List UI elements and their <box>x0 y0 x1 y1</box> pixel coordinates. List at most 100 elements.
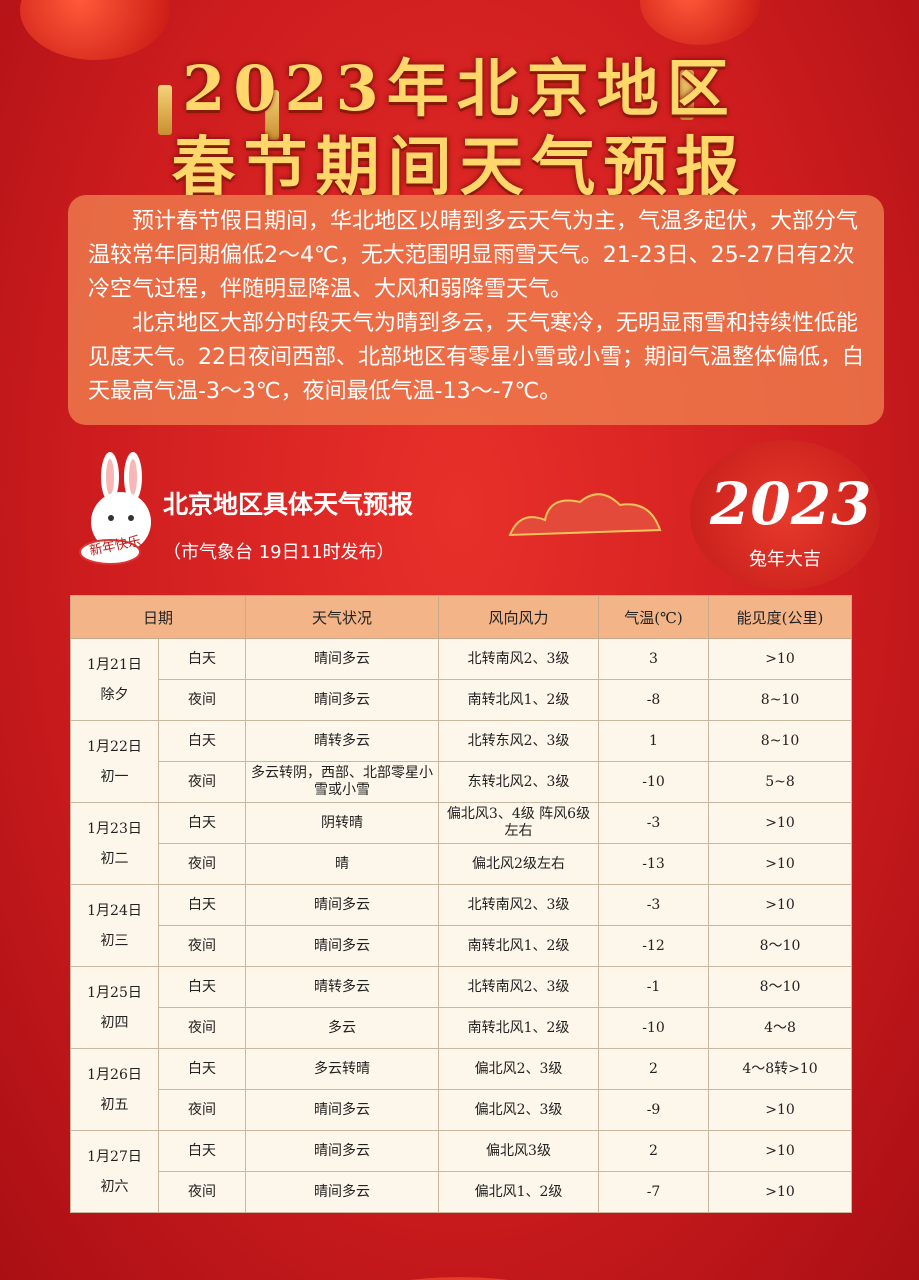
temp-cell: -3 <box>598 802 710 844</box>
weather-cell: 多云转阴，西部、北部零星小雪或小雪 <box>245 761 440 803</box>
table-row: 1月27日 初六 白天 晴间多云 偏北风3级 2 >10 <box>70 1130 853 1213</box>
wind-cell: 偏北风2、3级 <box>438 1089 600 1131</box>
temp-cell: 2 <box>598 1048 710 1090</box>
wind-cell: 偏北风2、3级 <box>438 1048 600 1090</box>
weather-cell: 晴间多云 <box>245 925 440 967</box>
svg-text:新年快乐: 新年快乐 <box>88 533 142 559</box>
visibility-cell: 8~10 <box>708 679 853 721</box>
new-year-badge: 新年快乐 <box>88 533 142 559</box>
temp-cell: -12 <box>598 925 710 967</box>
period-cell: 白天 <box>157 720 247 762</box>
table-row: 1月23日 初二 白天 阴转晴 偏北风3、4级 阵风6级左右 -3 >10 <box>70 802 853 885</box>
decorative-footer <box>0 1205 919 1280</box>
period-cell: 白天 <box>157 966 247 1008</box>
wind-cell: 北转东风2、3级 <box>438 720 600 762</box>
header-date: 日期 <box>69 595 247 639</box>
date: 1月22日 <box>87 738 142 755</box>
lunar-date: 初四 <box>100 1014 129 1031</box>
wind-cell: 偏北风3、4级 阵风6级左右 <box>438 802 600 844</box>
visibility-cell: 8～10 <box>708 925 853 967</box>
weather-cell: 晴转多云 <box>245 720 440 762</box>
visibility-cell: 5~8 <box>708 761 853 803</box>
tassel <box>265 90 279 140</box>
weather-cell: 晴间多云 <box>245 884 440 926</box>
tassel <box>158 85 172 135</box>
title-line-1: 2023年北京地区 <box>182 52 737 125</box>
header-visibility: 能见度(公里) <box>708 595 853 639</box>
period-cell: 夜间 <box>157 1089 247 1131</box>
table-row: 夜间晴偏北风2级左右 -13 >10 <box>71 843 853 885</box>
period-cell: 白天 <box>157 884 247 926</box>
wind-cell: 北转南风2、3级 <box>438 638 600 680</box>
date-cell: 1月27日初六 <box>70 1130 159 1213</box>
temp-cell: 1 <box>598 720 710 762</box>
rabbit-icon <box>79 452 151 565</box>
rabbit-year-logo: 2023 兔年大吉 <box>690 440 880 590</box>
weather-cell: 晴间多云 <box>245 1089 440 1131</box>
section-subtitle: （市气象台 19日11时发布） <box>163 542 395 563</box>
weather-cell: 晴转多云 <box>245 966 440 1008</box>
table-row: 夜间 多云转阴，西部、北部零星小雪或小雪 东转北风2、3级 -10 5~8 <box>71 761 853 803</box>
table-row: 夜间 晴间多云 南转北风1、2级 -12 8～10 <box>71 925 853 967</box>
lunar-date: 初三 <box>100 932 129 949</box>
period-cell: 白天 <box>157 638 247 680</box>
date: 1月25日 <box>87 984 142 1001</box>
date-cell: 1月21日除夕 <box>70 638 159 721</box>
date-cell: 1月23日初二 <box>70 802 159 885</box>
lunar-date: 初二 <box>100 850 129 867</box>
weather-cell: 多云 <box>245 1007 440 1049</box>
lunar-date: 初六 <box>100 1178 129 1195</box>
date: 1月24日 <box>87 902 142 919</box>
period-cell: 夜间 <box>157 679 247 721</box>
wind-cell: 偏北风2级左右 <box>438 843 600 885</box>
visibility-cell: >10 <box>708 638 853 680</box>
weather-cell: 晴间多云 <box>245 679 440 721</box>
temp-cell: -1 <box>598 966 710 1008</box>
date: 1月23日 <box>87 820 142 837</box>
table-row: 1月21日 除夕 白天 晴间多云 北转南风2、3级 3 >10 <box>70 638 853 721</box>
weather-cell: 阴转晴 <box>245 802 440 844</box>
intro-paragraph-1: 预计春节假日期间，华北地区以晴到多云天气为主，气温多起伏，大部分气温较常年同期偏… <box>88 209 859 302</box>
section-title: 北京地区具体天气预报 <box>163 490 414 519</box>
temp-cell: -8 <box>598 679 710 721</box>
header-wind: 风向风力 <box>438 595 600 639</box>
period-cell: 夜间 <box>157 1007 247 1049</box>
temp-cell: -3 <box>598 884 710 926</box>
table-row: 夜间 多云 南转北风1、2级 -10 4～8 <box>71 1007 853 1049</box>
weather-cell: 晴 <box>245 843 440 885</box>
wind-cell: 南转北风1、2级 <box>438 1007 600 1049</box>
period-cell: 白天 <box>157 1130 247 1172</box>
title-line-2: 春节期间天气预报 <box>171 130 748 205</box>
visibility-cell: >10 <box>708 884 853 926</box>
wind-cell: 南转北风1、2级 <box>438 925 600 967</box>
temp-cell: -9 <box>598 1089 710 1131</box>
auspicious-cloud-icon <box>508 493 662 537</box>
lunar-date: 除夕 <box>100 686 129 703</box>
wind-cell: 偏北风3级 <box>438 1130 600 1172</box>
intro-box: 预计春节假日期间，华北地区以晴到多云天气为主，气温多起伏，大部分气温较常年同期偏… <box>68 195 884 425</box>
table-header-row: 日期 天气状况 风向风力 气温(℃) 能见度(公里) <box>69 595 853 639</box>
wind-cell: 北转南风2、3级 <box>438 884 600 926</box>
visibility-cell: >10 <box>708 843 853 885</box>
date: 1月21日 <box>87 656 142 673</box>
date-cell: 1月22日 初一 <box>70 720 159 803</box>
period-cell: 白天 <box>157 802 247 844</box>
temp-cell: 2 <box>598 1130 710 1172</box>
visibility-cell: 8~10 <box>708 720 853 762</box>
visibility-cell: 8～10 <box>708 966 853 1008</box>
weather-cell: 晴间多云 <box>245 638 440 680</box>
wind-cell: 南转北风1、2级 <box>438 679 600 721</box>
header-temp: 气温(℃) <box>598 595 710 639</box>
forecast-table: 日期 天气状况 风向风力 气温(℃) 能见度(公里) 1月21日 除夕 白天 晴间多云… <box>69 595 853 1213</box>
logo-caption: 兔年大吉 <box>749 549 821 570</box>
visibility-cell: >10 <box>708 1130 853 1172</box>
wind-cell: 北转南风2、3级 <box>438 966 600 1008</box>
weather-cell: 晴间多云 <box>245 1130 440 1172</box>
table-row: 1月22日 初一 白天 晴转多云 北转东风2、3级 1 8~10 <box>70 720 853 803</box>
visibility-cell: 4～8 <box>708 1007 853 1049</box>
table-row: 夜间 晴间多云 南转北风1、2级 -8 8~10 <box>71 679 853 721</box>
temp-cell: -10 <box>598 1007 710 1049</box>
visibility-cell: >10 <box>708 802 853 844</box>
visibility-cell: 4～8转>10 <box>708 1048 853 1090</box>
date: 1月27日 <box>87 1148 142 1165</box>
